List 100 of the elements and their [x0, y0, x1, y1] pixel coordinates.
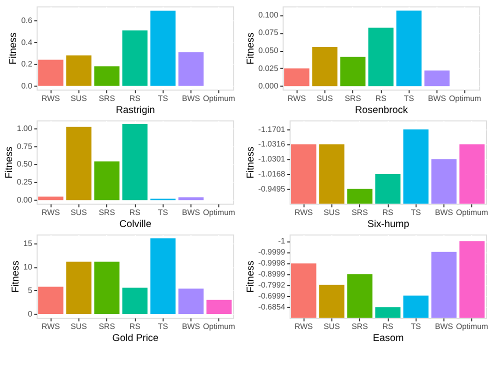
category-label: -0.6854 — [258, 302, 286, 312]
x-tick-label: RWS — [42, 322, 60, 332]
x-axis-title: Easom — [372, 333, 404, 344]
y-tick-label: 0.2 — [21, 60, 32, 69]
x-tick-label: SRS — [344, 94, 361, 104]
x-tick-label: TS — [158, 322, 168, 332]
y-tick-label: 0.75 — [16, 142, 33, 151]
x-axis-title: Six-hump — [367, 219, 410, 230]
bar — [150, 238, 176, 314]
bar — [94, 262, 120, 314]
x-axis-title: Colville — [119, 219, 152, 230]
bar — [396, 10, 422, 86]
bar — [368, 28, 394, 86]
bar — [94, 66, 120, 86]
bar — [66, 126, 92, 200]
bar — [38, 286, 64, 314]
x-tick-label: BWS — [182, 94, 200, 104]
category-label: -0.9495 — [258, 184, 286, 194]
x-tick-label: RWS — [294, 208, 313, 218]
y-tick-label: 0.050 — [258, 46, 279, 55]
x-tick-label: RS — [129, 94, 140, 104]
bar — [403, 296, 429, 318]
x-tick-label: Optimum — [456, 322, 488, 332]
x-tick-label: RWS — [42, 94, 60, 104]
category-label: -0.9999 — [258, 248, 286, 257]
x-tick-label: RS — [382, 208, 394, 218]
x-tick-label: RWS — [42, 208, 60, 218]
y-tick-label: 0 — [28, 310, 33, 319]
x-tick-label: TS — [410, 322, 421, 332]
x-tick-label: BWS — [182, 208, 200, 218]
bar — [178, 288, 204, 314]
bar — [347, 188, 372, 204]
bar — [347, 274, 372, 318]
y-tick-label: 15 — [23, 238, 33, 248]
bar — [431, 159, 457, 204]
x-tick-label: SRS — [352, 322, 368, 332]
y-tick-label: 0.025 — [258, 64, 279, 73]
x-tick-label: SRS — [98, 322, 115, 332]
bar — [291, 263, 316, 318]
bar — [178, 52, 204, 86]
x-axis-title: Rastrigin — [116, 104, 155, 116]
bar — [375, 307, 400, 318]
x-tick-label: SUS — [70, 208, 87, 218]
category-label: -0.6999 — [258, 291, 286, 300]
bar — [66, 55, 92, 86]
bar — [66, 262, 92, 314]
y-axis-title: Fitness — [245, 260, 256, 293]
y-tick-label: 0.000 — [258, 82, 279, 91]
y-axis-title: Fitness — [8, 32, 20, 64]
x-tick-label: BWS — [434, 208, 453, 218]
x-tick-label: RWS — [294, 322, 313, 332]
x-tick-label: SUS — [70, 94, 87, 104]
x-tick-label: Optimum — [456, 208, 488, 218]
category-label: -1.1701 — [258, 124, 286, 134]
bar — [459, 144, 485, 204]
bar — [319, 284, 344, 318]
bar — [206, 300, 232, 314]
x-tick-label: TS — [410, 208, 421, 218]
y-axis-title: Fitness — [10, 260, 22, 293]
bar — [340, 56, 366, 86]
y-tick-label: 0.4 — [21, 38, 33, 47]
bar — [122, 288, 148, 314]
y-axis-title: Fitness — [245, 32, 256, 64]
y-tick-label: 0.25 — [16, 178, 33, 187]
x-tick-label: BWS — [434, 322, 453, 332]
bar — [122, 30, 148, 86]
x-tick-label: Optimum — [449, 94, 482, 104]
x-tick-label: SUS — [324, 322, 340, 332]
x-tick-label: RS — [375, 94, 386, 104]
category-label: -0.7992 — [258, 280, 286, 290]
x-tick-label: SRS — [352, 208, 368, 218]
bar — [424, 70, 450, 86]
category-label: -1 — [278, 236, 286, 246]
x-tick-label: Optimum — [203, 94, 236, 104]
y-tick-label: 0.6 — [21, 16, 33, 25]
y-tick-label: 0.50 — [16, 160, 33, 169]
x-tick-label: SUS — [316, 94, 333, 104]
y-axis-title: Fitness — [4, 146, 15, 179]
bar — [38, 196, 64, 200]
category-label: -1.0316 — [258, 140, 286, 149]
x-tick-label: SUS — [324, 208, 340, 218]
x-tick-label: SUS — [70, 322, 87, 332]
bar — [375, 174, 400, 204]
y-tick-label: 0.0 — [21, 81, 33, 90]
x-tick-label: Optimum — [203, 322, 236, 332]
bar — [459, 241, 485, 318]
y-tick-label: 10 — [23, 262, 33, 272]
x-axis-title: Gold Price — [112, 333, 160, 344]
category-label: -0.8999 — [258, 269, 286, 278]
x-tick-label: SRS — [98, 208, 115, 218]
x-tick-label: BWS — [428, 94, 446, 104]
x-tick-label: TS — [158, 208, 168, 218]
x-tick-label: TS — [404, 94, 414, 104]
bar — [38, 60, 64, 86]
y-tick-label: 0.075 — [258, 28, 279, 38]
x-tick-label: RWS — [288, 94, 306, 104]
y-tick-label: 0.100 — [258, 10, 279, 20]
category-label: -1.0168 — [258, 169, 286, 178]
x-tick-label: BWS — [182, 322, 200, 332]
y-tick-label: 0.00 — [16, 196, 33, 205]
